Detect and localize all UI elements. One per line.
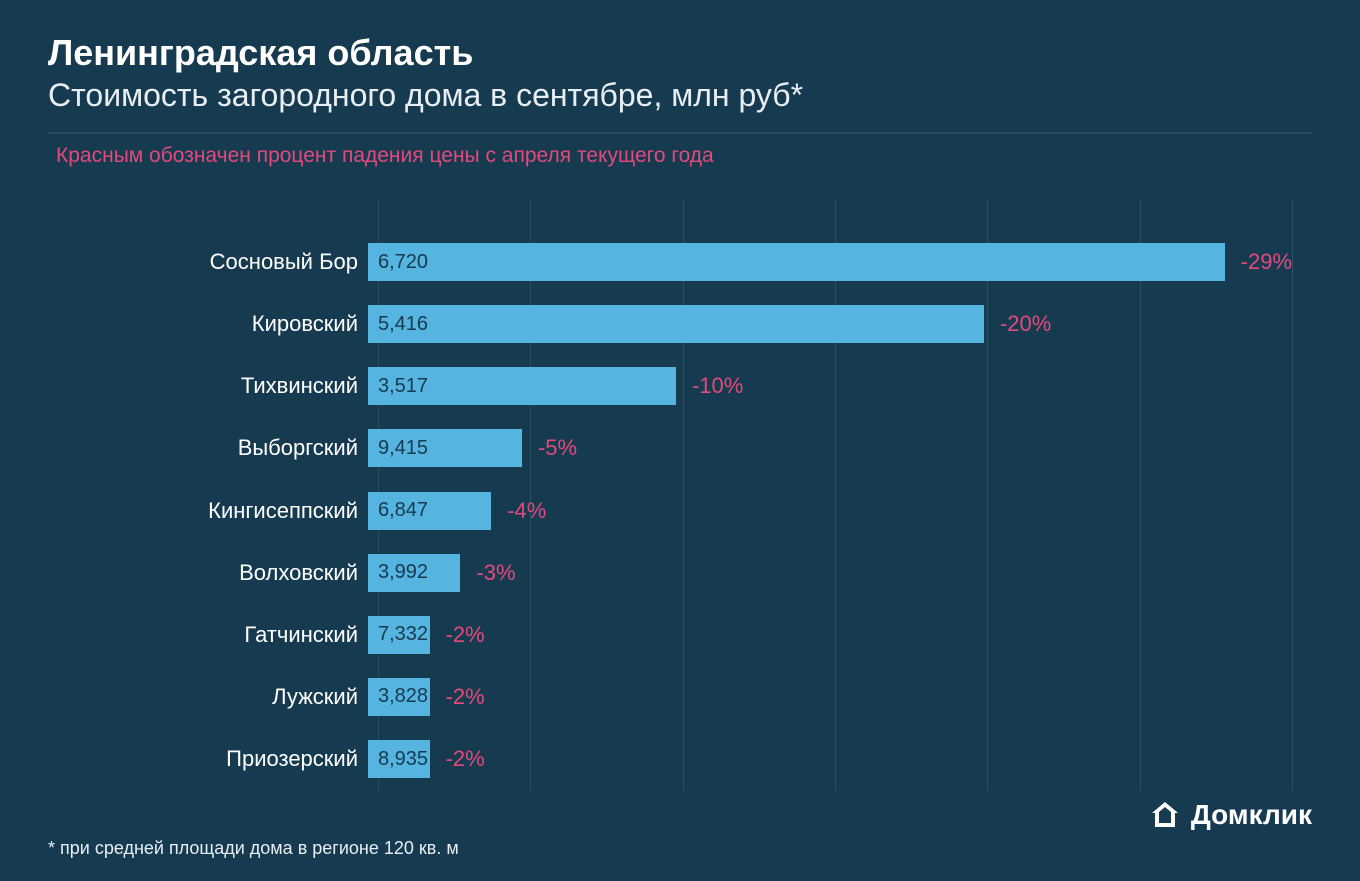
chart-area: Сосновый Бор 6,720 -29% Кировский 5,416 -20% Т… [48, 200, 1312, 791]
house-icon [1149, 799, 1181, 831]
bar-value-label: 6,847 [378, 499, 428, 522]
bar-rows: Сосновый Бор 6,720 -29% Кировский 5,416 -20% Т… [48, 240, 1292, 781]
bar: 9,415 [368, 429, 522, 467]
category-label: Тихвинский [48, 373, 368, 399]
bar-row: Сосновый Бор 6,720 -29% [48, 240, 1292, 284]
bar-value-label: 3,992 [378, 561, 428, 584]
percent-label: -10% [692, 373, 743, 399]
category-label: Кировский [48, 311, 368, 337]
bar: 5,416 [368, 305, 984, 343]
bar: 6,720 [368, 243, 1225, 281]
category-label: Гатчинский [48, 622, 368, 648]
bar-area: 7,332 -2% [368, 613, 1292, 657]
category-label: Кингисеппский [48, 498, 368, 524]
bar-row: Приозерский 8,935 -2% [48, 737, 1292, 781]
percent-label: -3% [476, 560, 515, 586]
category-label: Волховский [48, 560, 368, 586]
bar: 3,992 [368, 554, 460, 592]
bar-row: Лужский 3,828 -2% [48, 675, 1292, 719]
percent-label: -5% [538, 435, 577, 461]
bar-row: Выборгский 9,415 -5% [48, 426, 1292, 470]
brand-logo: Домклик [1149, 799, 1312, 831]
category-label: Лужский [48, 684, 368, 710]
percent-label: -2% [446, 622, 485, 648]
category-label: Выборгский [48, 435, 368, 461]
percent-label: -2% [446, 684, 485, 710]
bar-value-label: 3,828 [378, 685, 428, 708]
category-label: Сосновый Бор [48, 249, 368, 275]
bar-area: 9,415 -5% [368, 426, 1292, 470]
chart-footnote: * при средней площади дома в регионе 120… [48, 838, 459, 859]
bar-value-label: 8,935 [378, 748, 428, 771]
bar-area: 5,416 -20% [368, 302, 1292, 346]
bar-value-label: 5,416 [378, 313, 428, 336]
bar-row: Тихвинский 3,517 -10% [48, 364, 1292, 408]
bar-value-label: 3,517 [378, 375, 428, 398]
chart-title: Ленинградская область [48, 32, 1312, 73]
bar: 6,847 [368, 492, 491, 530]
bar-row: Кировский 5,416 -20% [48, 302, 1292, 346]
bar-area: 3,828 -2% [368, 675, 1292, 719]
bar: 3,828 [368, 678, 430, 716]
bar: 3,517 [368, 367, 676, 405]
bar: 7,332 [368, 616, 430, 654]
bar-value-label: 6,720 [378, 251, 428, 274]
bar-value-label: 9,415 [378, 437, 428, 460]
brand-name: Домклик [1191, 799, 1312, 831]
bar-row: Кингисеппский 6,847 -4% [48, 489, 1292, 533]
bar-row: Гатчинский 7,332 -2% [48, 613, 1292, 657]
bar-row: Волховский 3,992 -3% [48, 551, 1292, 595]
bar-area: 8,935 -2% [368, 737, 1292, 781]
category-label: Приозерский [48, 746, 368, 772]
chart-subtitle: Стоимость загородного дома в сентябре, м… [48, 77, 1312, 114]
bar-area: 6,847 -4% [368, 489, 1292, 533]
percent-label: -2% [446, 746, 485, 772]
percent-label: -20% [1000, 311, 1051, 337]
bar: 8,935 [368, 740, 430, 778]
bar-area: 6,720 -29% [368, 240, 1292, 284]
gridline [1292, 200, 1293, 791]
bar-area: 3,517 -10% [368, 364, 1292, 408]
percent-label: -29% [1241, 249, 1292, 275]
percent-label: -4% [507, 498, 546, 524]
bar-value-label: 7,332 [378, 623, 428, 646]
chart-note: Красным обозначен процент падения цены с… [0, 134, 1360, 168]
bar-area: 3,992 -3% [368, 551, 1292, 595]
